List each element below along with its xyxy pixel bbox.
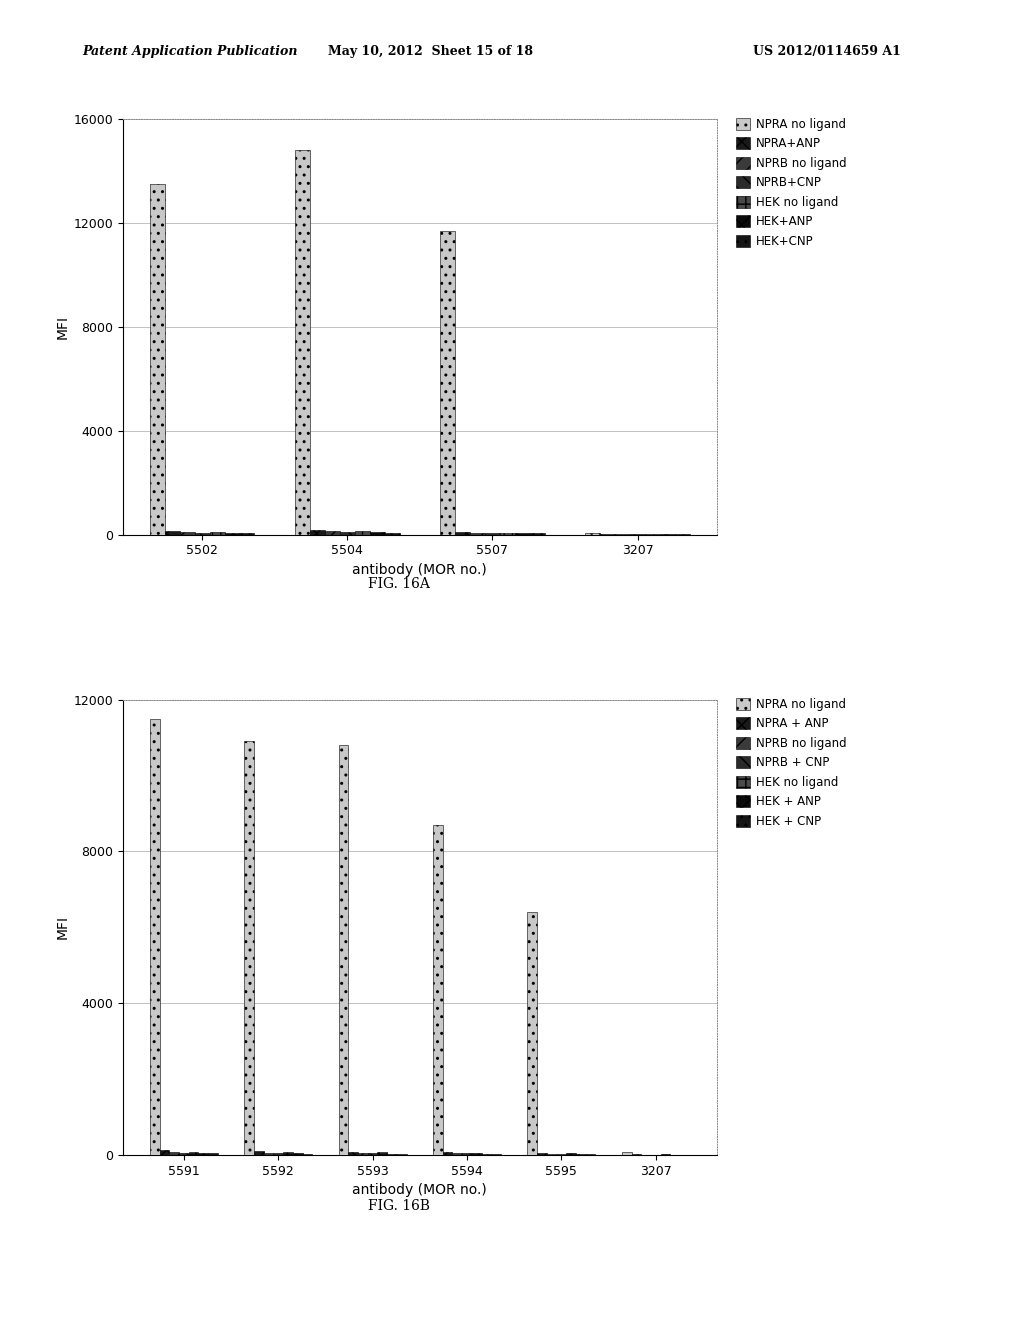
Bar bbox=[368, 1154, 378, 1155]
Legend: NPRA no ligand, NPRA+ANP, NPRB no ligand, NPRB+CNP, HEK no ligand, HEK+ANP, HEK+: NPRA no ligand, NPRA+ANP, NPRB no ligand… bbox=[734, 116, 848, 249]
Legend: NPRA no ligand, NPRA + ANP, NPRB no ligand, NPRB + CNP, HEK no ligand, HEK + ANP: NPRA no ligand, NPRA + ANP, NPRB no liga… bbox=[734, 697, 848, 829]
Bar bbox=[180, 532, 195, 535]
Bar bbox=[165, 532, 180, 535]
Text: FIG. 16B: FIG. 16B bbox=[369, 1199, 430, 1213]
Bar bbox=[455, 532, 470, 535]
Bar bbox=[302, 1154, 312, 1155]
Bar bbox=[354, 531, 370, 535]
Y-axis label: MFI: MFI bbox=[55, 314, 70, 339]
Bar bbox=[515, 533, 529, 535]
Bar bbox=[264, 1152, 273, 1155]
Bar bbox=[150, 718, 160, 1155]
Bar bbox=[150, 183, 165, 535]
X-axis label: antibody (MOR no.): antibody (MOR no.) bbox=[352, 562, 487, 577]
Bar bbox=[470, 533, 485, 535]
Bar bbox=[538, 1152, 547, 1155]
X-axis label: antibody (MOR no.): antibody (MOR no.) bbox=[352, 1183, 487, 1197]
Bar bbox=[622, 1152, 632, 1155]
Bar bbox=[283, 1152, 293, 1155]
Bar bbox=[273, 1154, 283, 1155]
Bar bbox=[340, 532, 354, 535]
Bar bbox=[566, 1154, 575, 1155]
Bar bbox=[500, 532, 515, 535]
Bar bbox=[440, 231, 455, 535]
Bar bbox=[240, 533, 254, 535]
Bar bbox=[245, 742, 254, 1155]
Bar bbox=[453, 1154, 462, 1155]
Bar bbox=[208, 1154, 218, 1155]
Text: FIG. 16A: FIG. 16A bbox=[369, 577, 430, 591]
Bar bbox=[527, 912, 538, 1155]
Bar bbox=[433, 825, 442, 1155]
Bar bbox=[547, 1154, 557, 1155]
Bar bbox=[378, 1152, 387, 1155]
Y-axis label: MFI: MFI bbox=[55, 915, 70, 940]
Bar bbox=[472, 1152, 481, 1155]
Bar bbox=[199, 1154, 208, 1155]
Bar bbox=[293, 1154, 302, 1155]
Bar bbox=[358, 1152, 368, 1155]
Bar bbox=[387, 1154, 397, 1155]
Bar bbox=[169, 1152, 179, 1155]
Bar bbox=[370, 532, 385, 535]
Bar bbox=[195, 533, 210, 535]
Bar bbox=[224, 533, 240, 535]
Bar bbox=[385, 532, 399, 535]
Bar bbox=[188, 1151, 199, 1155]
Bar bbox=[210, 532, 224, 535]
Bar bbox=[442, 1152, 453, 1155]
Text: May 10, 2012  Sheet 15 of 18: May 10, 2012 Sheet 15 of 18 bbox=[328, 45, 532, 58]
Bar bbox=[462, 1154, 472, 1155]
Text: US 2012/0114659 A1: US 2012/0114659 A1 bbox=[754, 45, 901, 58]
Bar bbox=[348, 1151, 358, 1155]
Bar bbox=[325, 532, 340, 535]
Bar bbox=[160, 1150, 169, 1155]
Bar bbox=[254, 1151, 264, 1155]
Bar bbox=[310, 531, 325, 535]
Text: Patent Application Publication: Patent Application Publication bbox=[82, 45, 297, 58]
Bar bbox=[339, 744, 348, 1155]
Bar bbox=[485, 533, 500, 535]
Bar bbox=[179, 1152, 188, 1155]
Bar bbox=[295, 150, 310, 535]
